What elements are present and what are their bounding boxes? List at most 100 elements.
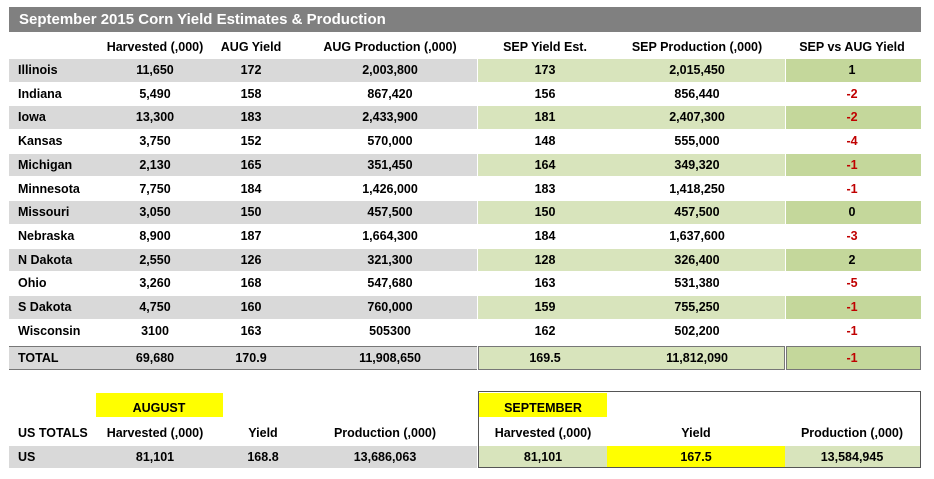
- cell: 81,101: [523, 450, 563, 464]
- cell: 150: [534, 205, 556, 220]
- cell: 351,450: [367, 157, 413, 172]
- cell: -1: [846, 157, 858, 172]
- total-shade: [786, 346, 921, 371]
- column-header: AUG Yield: [220, 40, 282, 54]
- cell: 856,440: [674, 86, 720, 101]
- row-label: US TOTALS: [18, 426, 88, 440]
- cell: 2,550: [139, 252, 171, 267]
- cell: 349,320: [674, 157, 720, 172]
- cell: 11,908,650: [359, 351, 421, 366]
- cell: -1: [846, 300, 858, 314]
- row-label: Michigan: [18, 157, 73, 172]
- cell: 457,500: [367, 205, 413, 220]
- cell: 2,003,800: [362, 63, 418, 77]
- cell: -2: [846, 86, 858, 101]
- cell: 184: [534, 228, 556, 243]
- row-label: Iowa: [18, 110, 46, 125]
- cell: 7,750: [139, 181, 171, 196]
- row-shade: [786, 201, 921, 224]
- row-shade: [9, 153, 477, 177]
- cell: 3100: [141, 323, 169, 338]
- cell: 2: [848, 252, 856, 267]
- cell: 3,260: [139, 276, 171, 291]
- row-shade: [786, 59, 921, 82]
- cell: 1,664,300: [362, 228, 418, 243]
- cell: 13,300: [135, 110, 175, 125]
- cell: 13,584,945: [820, 450, 884, 464]
- column-header: SEP Production (,000): [631, 40, 763, 54]
- column-header: SEP vs AUG Yield: [799, 40, 905, 54]
- row-shade: [786, 296, 921, 319]
- cell: 163: [534, 276, 556, 291]
- row-shade: [478, 153, 785, 177]
- cell: 162: [534, 323, 556, 338]
- row-label: N Dakota: [18, 252, 73, 267]
- cell: 760,000: [367, 300, 413, 314]
- row-shade: [478, 296, 785, 319]
- cell: 167.5: [680, 450, 712, 464]
- cell: 128: [534, 252, 556, 267]
- cell: 1: [848, 63, 856, 77]
- cell: 2,015,450: [669, 63, 725, 77]
- cell: 547,680: [367, 276, 413, 291]
- row-label: Missouri: [18, 205, 70, 220]
- cell: 1,418,250: [669, 181, 725, 196]
- row-shade: [478, 59, 785, 82]
- cell: -3: [846, 228, 858, 243]
- cell: -1: [846, 181, 858, 196]
- cell: 326,400: [674, 252, 720, 267]
- row-shade: [9, 59, 477, 82]
- cell: 2,433,900: [362, 110, 418, 125]
- column-header: SEP Yield Est.: [503, 40, 587, 54]
- row-shade: [786, 248, 921, 272]
- column-header: Harvested (,000): [494, 426, 592, 440]
- cell: 164: [534, 157, 556, 172]
- row-shade: [786, 106, 921, 130]
- row-label: TOTAL: [18, 351, 59, 366]
- cell: 505300: [369, 323, 411, 338]
- us-shade: [479, 446, 607, 467]
- cell: 169.5: [529, 351, 561, 366]
- row-label: Minnesota: [18, 181, 80, 196]
- column-header: AUG Production (,000): [323, 40, 457, 54]
- cell: 183: [534, 181, 556, 196]
- column-header: Yield: [248, 426, 278, 440]
- section-label: SEPTEMBER: [504, 401, 582, 415]
- row-shade: [478, 106, 785, 130]
- us-shade: [607, 446, 785, 467]
- cell: 8,900: [139, 228, 171, 243]
- cell: 1,426,000: [362, 181, 418, 196]
- row-label: Wisconsin: [18, 323, 81, 338]
- september-box: [478, 391, 921, 468]
- total-shade: [9, 346, 477, 371]
- us-shade: [785, 446, 920, 467]
- cell: 2,407,300: [669, 110, 725, 125]
- row-shade: [478, 248, 785, 272]
- row-shade: [478, 201, 785, 224]
- cell: 13,686,063: [353, 450, 417, 464]
- cell: 150: [240, 205, 262, 220]
- row-label: Nebraska: [18, 228, 75, 243]
- cell: 2,130: [139, 157, 171, 172]
- row-label: Illinois: [18, 63, 58, 77]
- row-label: Kansas: [18, 134, 63, 149]
- cell: 11,650: [136, 63, 174, 77]
- row-shade: [9, 296, 477, 319]
- cell: 184: [240, 181, 262, 196]
- column-header: Harvested (,000): [106, 40, 204, 54]
- row-label: Indiana: [18, 86, 62, 101]
- us-shade: [9, 446, 477, 468]
- cell: 555,000: [674, 134, 720, 149]
- cell: 321,300: [367, 252, 413, 267]
- cell: 187: [240, 228, 262, 243]
- cell: 1,637,600: [669, 228, 725, 243]
- cell: 170.9: [235, 351, 267, 366]
- column-header: Production (,000): [800, 426, 904, 440]
- cell: 126: [240, 252, 262, 267]
- cell: 168: [240, 276, 262, 291]
- cell: 152: [240, 134, 262, 149]
- column-header: Production (,000): [333, 426, 437, 440]
- cell: -1: [846, 351, 858, 366]
- total-shade: [478, 346, 785, 371]
